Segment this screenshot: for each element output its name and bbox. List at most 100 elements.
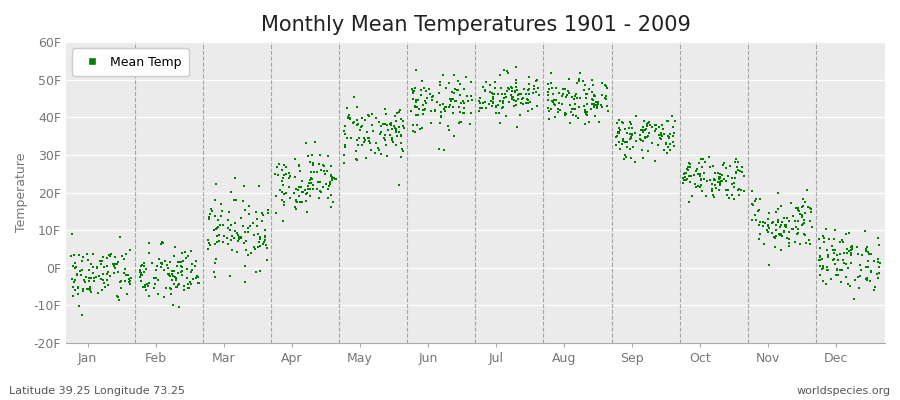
Point [578,108,592,115]
Point [779,234,794,241]
Point [479,104,493,111]
Point [683,173,698,180]
Point [654,122,669,128]
Point [306,182,320,188]
Point [202,246,216,252]
Point [662,134,676,140]
Point [792,208,806,214]
Point [795,214,809,220]
Point [76,254,90,260]
Point [635,124,650,130]
Point [563,109,578,115]
Point [292,163,306,170]
Point [211,224,225,230]
Point [73,267,87,274]
Point [836,257,850,263]
Point [551,105,565,112]
Point [498,91,512,97]
Point [508,80,523,86]
Point [299,197,313,204]
Point [713,179,727,185]
Point [719,177,733,184]
Point [796,196,810,202]
Point [215,222,230,228]
Point [67,252,81,258]
Point [292,162,307,169]
Point [655,133,670,139]
Point [210,239,224,245]
Point [871,259,886,265]
Point [826,247,841,253]
Point [279,164,293,170]
Point [853,267,868,274]
Point [640,134,654,140]
Point [820,264,834,270]
Point [66,284,80,290]
Point [478,88,492,94]
Point [453,81,467,87]
Point [438,104,453,110]
Point [122,281,137,287]
Point [751,208,765,214]
Point [768,235,782,241]
Point [782,229,796,235]
Point [767,234,781,240]
Point [357,117,372,124]
Point [418,100,433,106]
Point [298,140,312,146]
Point [98,284,112,290]
Point [249,223,264,229]
Point [505,96,519,102]
Point [207,240,221,247]
Point [240,229,255,236]
Point [609,142,624,148]
Point [575,78,590,84]
Point [148,280,163,287]
Point [221,209,236,216]
Point [820,247,834,253]
Point [175,264,189,270]
Point [390,110,404,116]
Point [71,284,86,290]
Point [396,123,410,130]
Point [728,175,742,181]
Point [867,287,881,293]
Point [372,118,386,125]
Point [599,92,614,99]
Point [409,112,423,119]
Point [122,246,137,253]
Point [283,173,297,180]
Point [215,208,230,214]
Point [325,175,339,181]
Point [439,85,454,92]
Point [148,274,163,281]
Point [180,266,194,272]
Point [839,273,853,280]
Point [342,115,356,121]
Point [257,227,272,234]
Point [350,122,365,128]
Point [282,175,296,182]
Point [745,216,760,223]
Point [181,280,195,287]
Point [261,207,275,214]
Point [303,176,318,183]
Point [495,90,509,97]
Point [572,76,587,82]
Point [158,267,172,274]
Point [860,248,874,254]
Point [850,244,864,250]
Point [369,115,383,122]
Point [394,140,409,146]
Point [615,119,629,126]
Point [486,100,500,106]
Point [166,272,180,279]
Point [170,282,184,289]
Point [532,91,546,98]
Point [719,165,733,172]
Point [223,188,238,195]
Point [760,222,775,229]
Point [447,133,462,139]
Point [641,148,655,154]
Point [706,176,721,182]
